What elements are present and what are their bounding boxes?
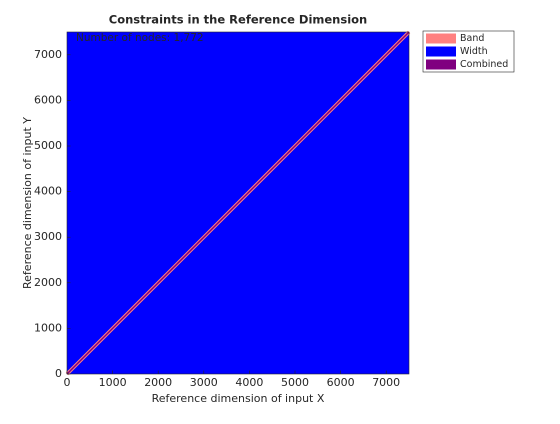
legend-swatch	[426, 59, 456, 70]
x-tick-label: 3000	[190, 376, 218, 389]
y-tick-label: 7000	[34, 48, 62, 61]
x-tick-label: 6000	[327, 376, 355, 389]
x-tick-label: 1000	[99, 376, 127, 389]
legend-swatch	[426, 46, 456, 57]
y-tick-label: 5000	[34, 139, 62, 152]
y-tick-label: 4000	[34, 185, 62, 198]
y-tick-label: 1000	[34, 321, 62, 334]
annotation: Number of nodes: 1,772	[76, 32, 204, 44]
x-tick-label: 7000	[372, 376, 400, 389]
chart-title: Constraints in the Reference Dimension	[109, 13, 367, 27]
x-tick-label: 4000	[235, 376, 263, 389]
x-tick-label: 2000	[144, 376, 172, 389]
axes-box	[66, 31, 410, 375]
y-tick-label: 2000	[34, 276, 62, 289]
y-tick-label: 6000	[34, 93, 62, 106]
legend-label: Width	[460, 46, 488, 57]
y-tick-label: 3000	[34, 230, 62, 243]
x-tick-label: 5000	[281, 376, 309, 389]
y-axis-label: Reference dimension of input Y	[21, 117, 34, 289]
x-tick-label: 0	[64, 376, 71, 389]
plot-area	[65, 30, 411, 376]
y-tick-label: 0	[55, 367, 62, 380]
legend-label: Combined	[460, 59, 508, 70]
legend-swatch	[426, 33, 456, 44]
legend-label: Band	[460, 33, 484, 44]
x-axis-label: Reference dimension of input X	[152, 392, 325, 405]
region-line	[66, 31, 410, 375]
legend: Band Width Combined	[422, 30, 515, 73]
